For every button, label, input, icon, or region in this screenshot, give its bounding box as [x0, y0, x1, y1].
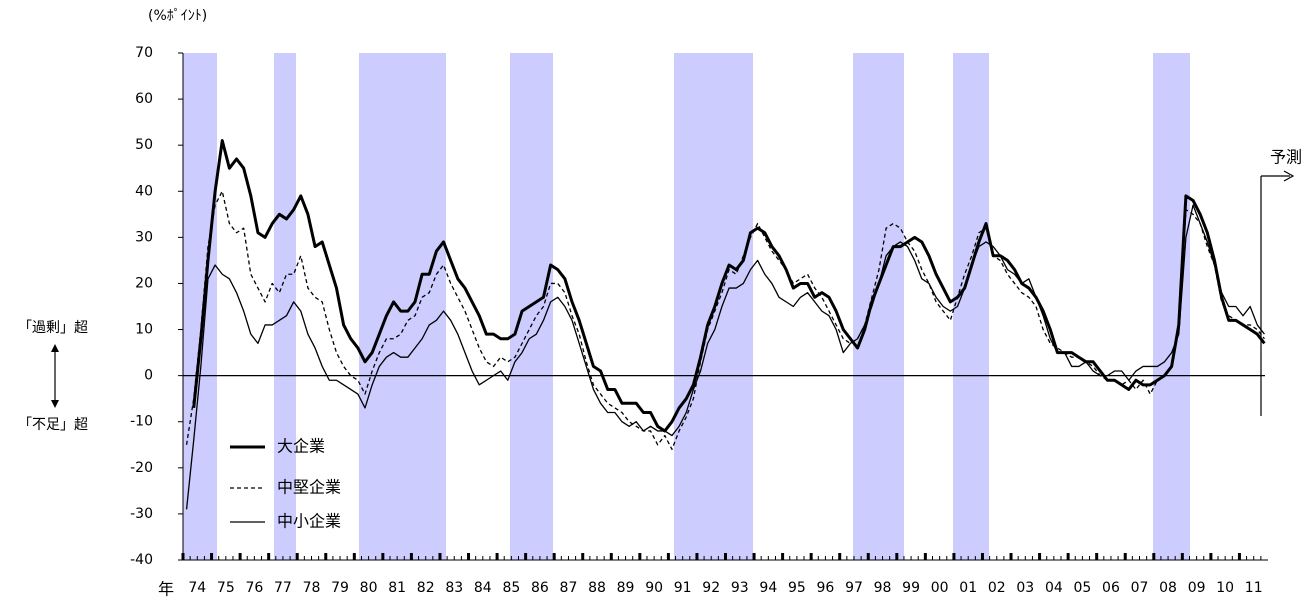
y-tick-label: 70: [135, 45, 153, 61]
x-tick-label: 99: [902, 580, 920, 596]
x-tick-label: 79: [331, 580, 349, 596]
legend-label: 中堅企業: [277, 478, 341, 497]
x-tick-label: 84: [474, 580, 492, 596]
shade: [853, 53, 904, 560]
y-tick-label: -30: [130, 506, 153, 522]
x-tick-label: 09: [1188, 580, 1206, 596]
y-tick-label: 0: [144, 368, 153, 384]
recession-bands: [183, 53, 1190, 560]
x-tick-label: 98: [874, 580, 892, 596]
x-tick-label: 02: [988, 580, 1006, 596]
y-tick-label: 60: [135, 91, 153, 107]
x-tick-label: 00: [931, 580, 949, 596]
forecast-marker: [1260, 170, 1295, 416]
x-tick-label: 97: [845, 580, 863, 596]
shade: [1153, 53, 1190, 560]
y-tick-label: 10: [135, 322, 153, 338]
x-tick-label: 06: [1102, 580, 1120, 596]
x-tick-label: 05: [1073, 580, 1091, 596]
x-tick-label: 93: [731, 580, 749, 596]
shade: [183, 53, 217, 560]
x-tick-label: 07: [1131, 580, 1149, 596]
x-tick-label: 88: [588, 580, 606, 596]
x-tick-label: 03: [1016, 580, 1034, 596]
x-tick-label: 01: [959, 580, 977, 596]
y-tick-label: 30: [135, 229, 153, 245]
upper-label: 「過剰」超: [18, 320, 88, 336]
y-unit-label: (%ﾎﾟｲﾝﾄ): [148, 8, 207, 24]
x-tick-label: 04: [1045, 580, 1063, 596]
x-tick-label: 95: [788, 580, 806, 596]
lower-label: 「不足」超: [18, 417, 88, 433]
y-tick-label: 20: [135, 275, 153, 291]
x-tick-label: 87: [560, 580, 578, 596]
x-tick-label: 91: [674, 580, 692, 596]
series-line: [185, 204, 1265, 510]
x-tick-label: 85: [502, 580, 520, 596]
y-tick-label: -10: [130, 414, 153, 430]
updown-arrow: [51, 344, 59, 408]
x-tick-label: 80: [360, 580, 378, 596]
x-tick-label: 74: [188, 580, 206, 596]
x-tick-label: 82: [417, 580, 435, 596]
shade: [274, 53, 296, 560]
x-tick-label: 11: [1245, 580, 1263, 596]
x-tick-label: 92: [702, 580, 720, 596]
y-tick-label: 40: [135, 183, 153, 199]
x-tick-label: 75: [217, 580, 235, 596]
x-axis-label: 年: [158, 580, 174, 599]
x-tick-label: 10: [1216, 580, 1234, 596]
y-tick-label: -20: [130, 460, 153, 476]
x-tick-label: 86: [531, 580, 549, 596]
x-tick-label: 89: [617, 580, 635, 596]
y-tick-label: 50: [135, 137, 153, 153]
legend-label: 大企業: [277, 437, 325, 456]
x-tick-label: 78: [303, 580, 321, 596]
shade: [359, 53, 446, 560]
x-tick-label: 76: [245, 580, 263, 596]
shade: [953, 53, 989, 560]
x-tick-label: 83: [445, 580, 463, 596]
series-line: [185, 190, 1265, 451]
x-tick-label: 08: [1159, 580, 1177, 596]
legend-label: 中小企業: [277, 512, 341, 531]
x-tick-label: 77: [274, 580, 292, 596]
x-tick-label: 94: [759, 580, 777, 596]
x-tick-label: 81: [388, 580, 406, 596]
y-tick-label: -40: [130, 552, 153, 568]
x-tick-label: 90: [645, 580, 663, 596]
annotation: 予測: [1270, 148, 1302, 167]
x-tick-label: 96: [817, 580, 835, 596]
